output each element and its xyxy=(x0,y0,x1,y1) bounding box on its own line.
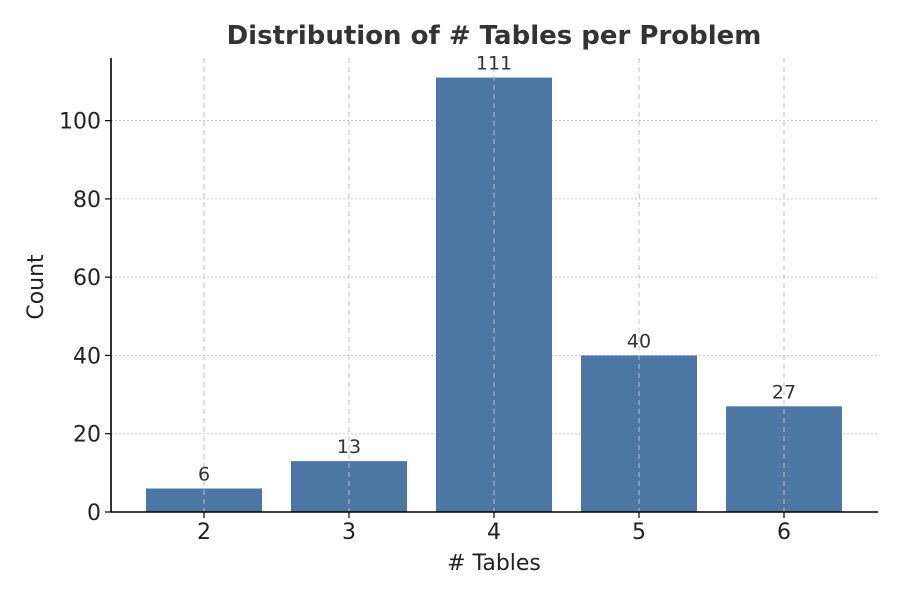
y-tick-label: 100 xyxy=(59,110,101,135)
x-tick-label-5: 5 xyxy=(632,520,646,545)
chart-title: Distribution of # Tables per Problem xyxy=(227,21,762,51)
data-label-2: 6 xyxy=(198,464,210,486)
data-label-6: 27 xyxy=(772,381,796,403)
x-axis-label: # Tables xyxy=(447,551,541,576)
data-label-3: 13 xyxy=(337,436,361,458)
bar-5 xyxy=(581,355,697,512)
y-tick-label: 80 xyxy=(73,188,101,213)
data-label-4: 111 xyxy=(476,53,512,75)
bar-3 xyxy=(291,461,407,512)
y-tick-label: 20 xyxy=(73,423,101,448)
y-tick-label: 40 xyxy=(73,344,101,369)
x-tick-label-2: 2 xyxy=(197,520,211,545)
y-axis-label: Count xyxy=(24,254,49,320)
labels-layer: 6 13 111 40 27 0 20 40 60 80 100 2 3 4 5 6 xyxy=(59,53,796,545)
data-label-5: 40 xyxy=(627,330,651,352)
x-tick-label-3: 3 xyxy=(342,520,356,545)
y-tick-label: 60 xyxy=(73,266,101,291)
axes-layer xyxy=(105,58,878,518)
x-tick-label-6: 6 xyxy=(777,520,791,545)
x-tick-label-4: 4 xyxy=(487,520,501,545)
y-tick-label: 0 xyxy=(87,501,101,526)
vertical-grid-layer xyxy=(203,58,785,512)
